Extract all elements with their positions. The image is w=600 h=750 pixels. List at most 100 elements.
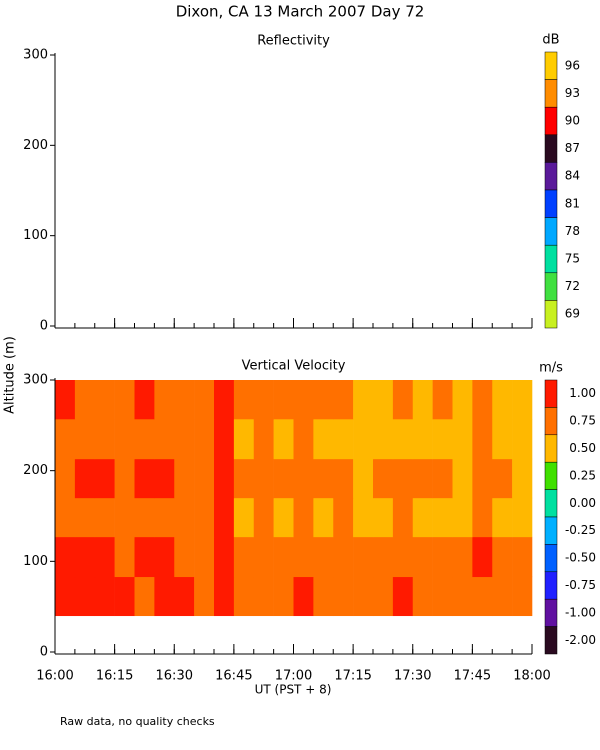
heatmap-cell	[313, 380, 334, 420]
heatmap-cell	[55, 576, 76, 617]
heatmap-cell	[55, 418, 76, 460]
colorbar-segment	[544, 626, 558, 655]
heatmap-cell	[55, 380, 76, 420]
heatmap-cell	[392, 536, 414, 578]
colorbar-segment	[544, 244, 558, 274]
heatmap-cell	[74, 380, 96, 420]
heatmap-cell	[233, 418, 255, 460]
colorbar-label: 72	[565, 279, 580, 293]
heatmap-cell	[94, 497, 115, 538]
heatmap-cell	[154, 418, 175, 460]
heatmap-cell	[174, 380, 195, 420]
heatmap-cell	[94, 458, 115, 499]
heatmap-cell	[134, 458, 155, 499]
heatmap-cell	[233, 576, 255, 617]
heatmap-cell	[114, 458, 135, 499]
heatmap-cell	[472, 458, 493, 499]
heatmap-cell	[74, 418, 96, 460]
heatmap-cell	[472, 497, 493, 538]
heatmap-cell	[412, 380, 433, 420]
heatmap-cell	[333, 497, 354, 538]
heatmap-cell	[134, 418, 155, 460]
heatmap-cell	[293, 536, 314, 578]
heatmap-cell	[233, 458, 255, 499]
heatmap-cell	[472, 380, 493, 420]
heatmap-cell	[293, 380, 314, 420]
heatmap-cell	[253, 458, 274, 499]
heatmap-cell	[174, 536, 195, 578]
heatmap-cell	[194, 536, 215, 578]
heatmap-cell	[134, 536, 155, 578]
heatmap-cell	[273, 576, 294, 617]
heatmap-cell	[94, 418, 115, 460]
heatmap-cell	[412, 497, 433, 538]
heatmap-cell	[313, 576, 334, 617]
page-title: Dixon, CA 13 March 2007 Day 72	[176, 3, 425, 21]
heatmap-cell	[492, 576, 513, 617]
colorbar-segment	[544, 379, 558, 408]
heatmap-cell	[512, 536, 533, 578]
heatmap-cell	[154, 536, 175, 578]
heatmap-cell	[472, 418, 493, 460]
heatmap-cell	[114, 497, 135, 538]
heatmap-cell	[94, 536, 115, 578]
heatmap-cell	[353, 536, 374, 578]
y-tick-label: 300	[23, 373, 48, 388]
heatmap-cell	[253, 418, 274, 460]
heatmap-cell	[214, 380, 235, 420]
heatmap-cell	[134, 380, 155, 420]
y-tick-label: 0	[40, 645, 48, 660]
heatmap-cell	[253, 536, 274, 578]
panel-title: Vertical Velocity	[242, 359, 346, 374]
colorbar-label: -0.75	[565, 578, 596, 592]
colorbar-label: 69	[565, 307, 580, 321]
colorbar-segment	[544, 300, 558, 329]
heatmap-cell	[194, 497, 215, 538]
heatmap-cell	[174, 576, 195, 617]
heatmap-cell	[253, 497, 274, 538]
heatmap-cell	[353, 380, 374, 420]
colorbar-label: 0.75	[569, 414, 596, 428]
x-tick-label: 18:00	[513, 669, 550, 684]
heatmap-cell	[273, 380, 294, 420]
heatmap-cell	[412, 536, 433, 578]
heatmap-cell	[74, 576, 96, 617]
heatmap-cell	[114, 418, 135, 460]
x-tick-label: 17:30	[394, 669, 431, 684]
y-tick-label: 200	[23, 463, 48, 478]
heatmap-cell	[333, 418, 354, 460]
heatmap-cell	[392, 576, 414, 617]
colorbar-segment	[544, 134, 558, 163]
colorbar-segment	[544, 516, 558, 545]
heatmap-cell	[512, 497, 533, 538]
heatmap-cell	[333, 576, 354, 617]
colorbar-label: 84	[565, 169, 580, 183]
colorbar-segment	[544, 544, 558, 573]
heatmap-cell	[432, 497, 453, 538]
colorbar-segment	[544, 51, 558, 80]
heatmap-cell	[432, 458, 453, 499]
heatmap-cell	[134, 497, 155, 538]
heatmap-cell	[412, 458, 433, 499]
heatmap-cell	[512, 576, 533, 617]
heatmap-cell	[313, 536, 334, 578]
heatmap-cell	[472, 536, 493, 578]
heatmap-cell	[74, 458, 96, 499]
heatmap-cell	[273, 536, 294, 578]
heatmap-cell	[492, 380, 513, 420]
heatmap-cell	[512, 418, 533, 460]
heatmap-cell	[194, 458, 215, 499]
heatmap-cell	[55, 458, 76, 499]
x-tick-label: 16:45	[215, 669, 252, 684]
heatmap-cell	[373, 418, 394, 460]
x-tick-label: 17:00	[275, 669, 312, 684]
y-tick-label: 100	[23, 554, 48, 569]
heatmap-cell	[492, 536, 513, 578]
heatmap-cell	[214, 536, 235, 578]
heatmap-cell	[214, 497, 235, 538]
heatmap-cell	[392, 418, 414, 460]
heatmap-cell	[492, 418, 513, 460]
heatmap-cell	[174, 458, 195, 499]
heatmap-cell	[114, 536, 135, 578]
